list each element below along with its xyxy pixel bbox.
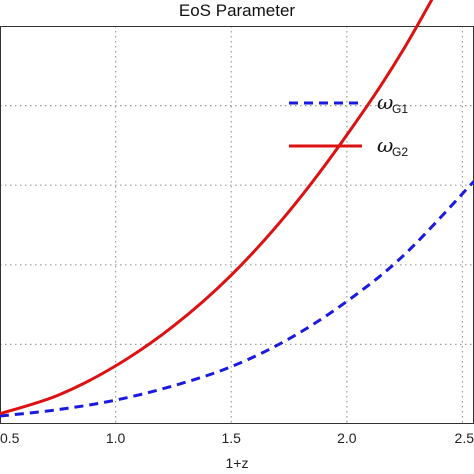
chart-title: EoS Parameter [179,1,296,20]
x-tick-label-1: 1.0 [106,430,126,446]
legend-symbol-g2: ω [377,133,393,157]
series-layer [0,0,474,418]
grid-lines [0,26,474,424]
series-line-g1 [0,180,474,418]
x-axis-ticks: 0.5 1.0 1.5 2.0 2.5 [0,430,474,446]
legend-symbol-g1: ω [377,90,393,114]
legend-subscript-g2: G2 [392,145,408,159]
x-tick-label-4: 2.5 [455,430,474,446]
series-line-g2 [0,0,434,416]
x-axis-label: 1+z [226,455,249,471]
x-tick-label-2: 1.5 [221,430,241,446]
x-tick-label-3: 2.0 [337,430,357,446]
x-tick-label-0: 0.5 [0,430,20,446]
legend-subscript-g1: G1 [392,102,408,116]
